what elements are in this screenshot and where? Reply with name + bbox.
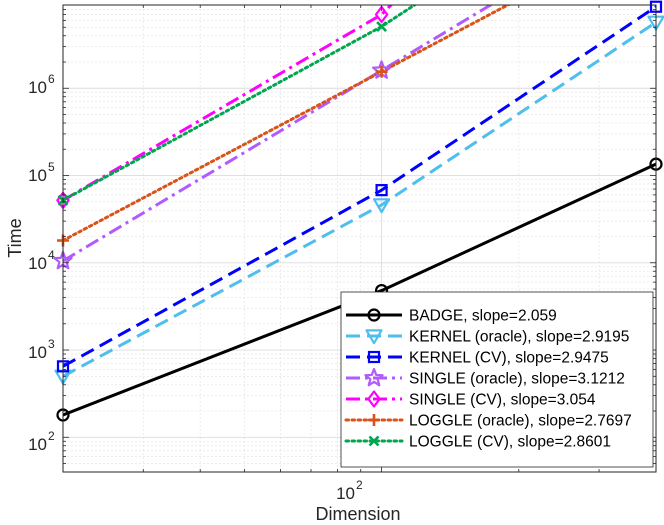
legend-label-badge: BADGE, slope=2.059 <box>409 308 557 325</box>
y-tick-100000-exp: 5 <box>48 160 55 174</box>
legend-marker-6 <box>368 435 380 447</box>
legend-sample-loggle-oracle <box>344 414 404 426</box>
x-tick-100-base: 10 <box>336 484 355 503</box>
legend-entry-loggle-cv: LOGGLE (CV), slope=2.8601 <box>344 434 611 451</box>
legend-sample-kernel-cv <box>346 350 402 364</box>
legend-sample-single-cv <box>346 390 402 408</box>
legend-sample-single-oracle <box>346 367 402 387</box>
legend-sample-kernel-oracle <box>346 329 402 345</box>
legend-entry-loggle-oracle: LOGGLE (oracle), slope=2.7697 <box>344 413 632 430</box>
y-tick-1000-exp: 3 <box>48 337 55 351</box>
series-1-line <box>63 21 656 378</box>
legend-entry-single-cv: SINGLE (CV), slope=3.054 <box>346 390 596 409</box>
axis-ticks <box>63 5 656 472</box>
legend-marker-4 <box>367 390 381 408</box>
legend-label-single-cv: SINGLE (CV), slope=3.054 <box>409 392 596 409</box>
legend-sample-badge <box>346 308 402 322</box>
legend-marker-0 <box>367 308 381 322</box>
y-tick-100-base: 10 <box>28 435 47 454</box>
y-tick-10000-exp: 4 <box>48 248 55 262</box>
series-4-marker <box>374 5 389 24</box>
y-tick-10000-base: 10 <box>28 254 47 273</box>
legend-entry-kernel-cv: KERNEL (CV), slope=2.9475 <box>346 350 609 367</box>
y-tick-labels: 10 2 10 3 10 4 10 5 10 6 <box>28 72 55 454</box>
legend-sample-loggle-cv <box>344 435 404 447</box>
x-axis-label: Dimension <box>315 504 400 524</box>
legend-entry-kernel-oracle: KERNEL (oracle), slope=2.9195 <box>346 329 629 346</box>
legend-marker-2 <box>367 350 381 364</box>
series-6-marker <box>376 21 388 32</box>
legend-label-kernel-oracle: KERNEL (oracle), slope=2.9195 <box>409 329 629 346</box>
legend-label-loggle-cv: LOGGLE (CV), slope=2.8601 <box>409 434 611 451</box>
legend-marker-1 <box>365 329 383 345</box>
legend: BADGE, slope=2.059 KERNEL (oracle), slop… <box>340 291 654 468</box>
series-5-marker <box>375 65 388 78</box>
legend-entry-single-oracle: SINGLE (oracle), slope=3.1212 <box>346 367 625 388</box>
legend-marker-5 <box>368 414 380 426</box>
legend-label-kernel-cv: KERNEL (CV), slope=2.9475 <box>409 350 609 367</box>
series-0-line <box>63 162 656 417</box>
series-2-marker <box>375 184 388 197</box>
legend-entry-badge: BADGE, slope=2.059 <box>346 308 557 325</box>
series-2-line <box>63 5 656 368</box>
y-tick-100-exp: 2 <box>48 429 55 443</box>
legend-marker-3 <box>364 367 384 387</box>
series-1-marker <box>372 198 391 214</box>
y-tick-1000000-exp: 6 <box>48 72 55 86</box>
y-tick-100000-base: 10 <box>28 166 47 185</box>
y-tick-1000000-base: 10 <box>28 78 47 97</box>
plot-frame <box>62 4 657 473</box>
legend-label-single-oracle: SINGLE (oracle), slope=3.1212 <box>409 371 625 388</box>
y-axis-label: Time <box>5 218 25 257</box>
y-tick-1000-base: 10 <box>28 343 47 362</box>
legend-label-loggle-oracle: LOGGLE (oracle), slope=2.7697 <box>409 413 632 430</box>
x-tick-label: 10 2 <box>336 478 363 503</box>
x-tick-100-exp: 2 <box>356 478 363 492</box>
